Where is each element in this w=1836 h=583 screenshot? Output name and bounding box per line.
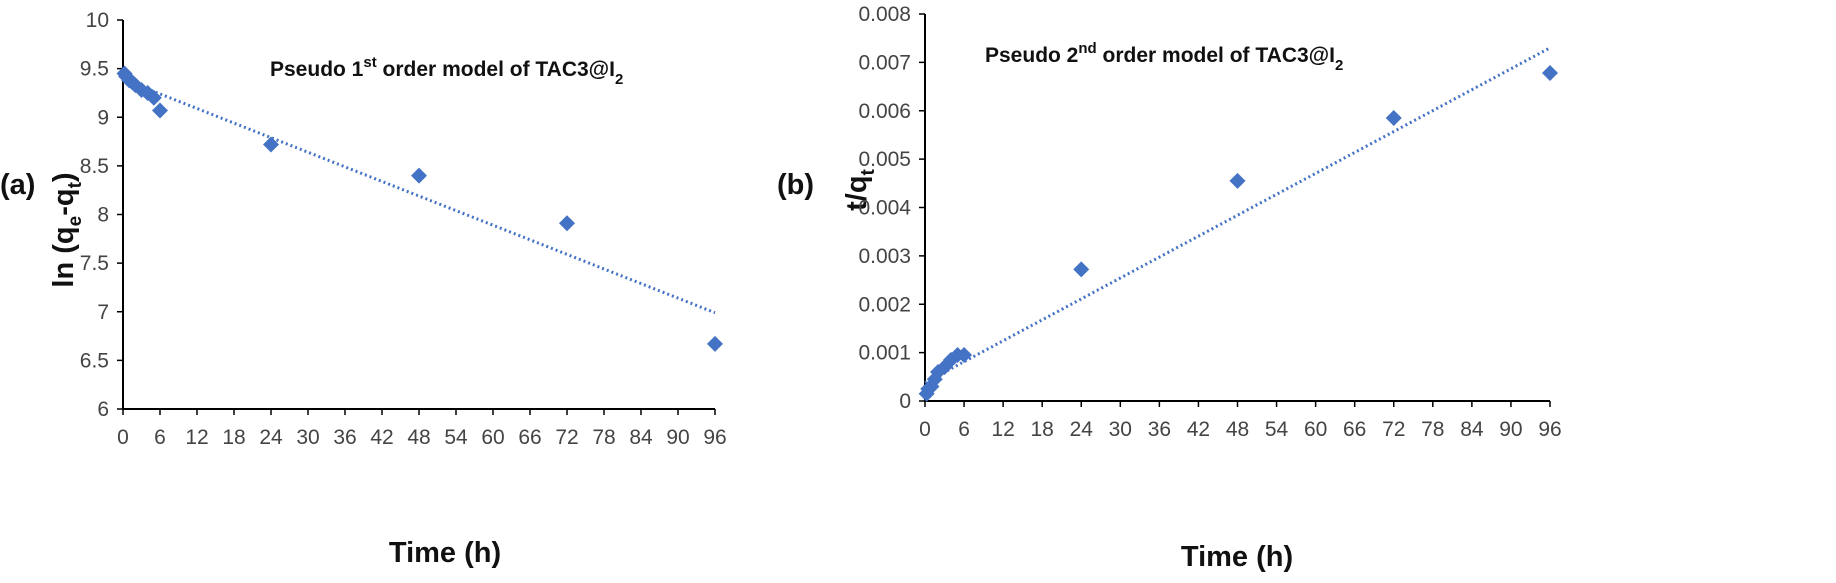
x-tick-label: 66 bbox=[1343, 418, 1366, 441]
y-tick-label: 6 bbox=[97, 398, 109, 421]
data-point-marker bbox=[263, 136, 279, 153]
trendline bbox=[924, 46, 1551, 384]
x-tick-label: 30 bbox=[1109, 418, 1132, 441]
y-axis-title: t/qt bbox=[841, 168, 879, 210]
x-tick-label: 12 bbox=[991, 418, 1014, 441]
data-point-marker bbox=[956, 347, 973, 364]
y-tick-label: 0.002 bbox=[858, 293, 911, 316]
y-tick-label: 0.007 bbox=[858, 51, 911, 74]
panel-label: (b) bbox=[777, 169, 814, 201]
x-tick-label: 96 bbox=[1538, 418, 1561, 441]
x-tick-label: 12 bbox=[185, 426, 208, 449]
x-tick-label: 90 bbox=[666, 426, 689, 449]
x-tick-label: 60 bbox=[481, 426, 504, 449]
x-tick-label: 60 bbox=[1304, 418, 1327, 441]
data-point-marker bbox=[411, 167, 427, 184]
data-point-marker bbox=[145, 89, 162, 106]
x-tick-label: 0 bbox=[117, 426, 129, 449]
data-point-marker bbox=[1229, 172, 1246, 189]
x-tick-label: 36 bbox=[333, 426, 356, 449]
data-point-marker bbox=[1073, 261, 1090, 278]
x-axis-title: Time (h) bbox=[389, 537, 501, 569]
x-tick-label: 84 bbox=[629, 426, 653, 449]
x-tick-label: 18 bbox=[1031, 418, 1054, 441]
x-tick-label: 24 bbox=[1070, 418, 1094, 441]
y-tick-label: 7 bbox=[97, 301, 109, 324]
y-tick-label: 0.003 bbox=[858, 245, 911, 268]
x-tick-label: 66 bbox=[518, 426, 541, 449]
data-point-marker bbox=[152, 102, 168, 119]
y-tick-label: 0.005 bbox=[858, 148, 911, 171]
y-tick-label: 0 bbox=[899, 390, 911, 413]
y-tick-label: 8.5 bbox=[80, 155, 109, 178]
x-tick-label: 6 bbox=[154, 426, 166, 449]
x-tick-label: 84 bbox=[1460, 418, 1484, 441]
x-tick-label: 48 bbox=[407, 426, 430, 449]
chart-title: Pseudo 1st order model of TAC3@I2 bbox=[270, 54, 623, 88]
x-tick-label: 48 bbox=[1226, 418, 1249, 441]
y-tick-label: 0.008 bbox=[858, 3, 911, 26]
data-point-marker bbox=[1385, 110, 1402, 127]
x-tick-label: 54 bbox=[1265, 418, 1289, 441]
x-tick-label: 18 bbox=[222, 426, 245, 449]
x-tick-label: 42 bbox=[370, 426, 393, 449]
x-tick-label: 42 bbox=[1187, 418, 1210, 441]
y-axis-title: ln (qe-qt) bbox=[48, 172, 86, 287]
x-tick-label: 0 bbox=[919, 418, 931, 441]
y-tick-label: 9 bbox=[97, 106, 109, 129]
x-tick-label: 90 bbox=[1499, 418, 1522, 441]
panel-label: (a) bbox=[0, 169, 35, 201]
y-tick-label: 10 bbox=[86, 9, 109, 32]
y-tick-label: 7.5 bbox=[80, 252, 109, 275]
x-tick-label: 72 bbox=[555, 426, 578, 449]
x-tick-label: 24 bbox=[259, 426, 283, 449]
x-tick-label: 78 bbox=[1421, 418, 1444, 441]
y-tick-label: 9.5 bbox=[80, 58, 109, 81]
x-tick-label: 72 bbox=[1382, 418, 1405, 441]
y-tick-label: 6.5 bbox=[80, 349, 109, 372]
x-axis-title: Time (h) bbox=[1181, 541, 1293, 573]
x-tick-label: 30 bbox=[296, 426, 319, 449]
y-tick-label: 8 bbox=[97, 204, 109, 227]
x-tick-label: 54 bbox=[444, 426, 468, 449]
x-tick-label: 78 bbox=[592, 426, 615, 449]
data-point-marker bbox=[707, 335, 723, 352]
y-tick-label: 0.001 bbox=[858, 342, 911, 365]
trendline bbox=[122, 77, 716, 315]
data-point-marker bbox=[559, 215, 575, 232]
data-point-marker bbox=[1542, 65, 1558, 82]
y-tick-label: 0.006 bbox=[858, 100, 911, 123]
y-tick-label: 0.004 bbox=[858, 197, 911, 220]
chart-title: Pseudo 2nd order model of TAC3@I2 bbox=[985, 40, 1343, 74]
x-tick-label: 6 bbox=[958, 418, 970, 441]
x-tick-label: 96 bbox=[703, 426, 726, 449]
chart-panel-b: (b) t/qt Time (h) Pseudo 2nd order model… bbox=[777, 3, 1562, 573]
chart-panel-a: (a) ln (qe-qt) Time (h) Pseudo 1st order… bbox=[0, 9, 727, 569]
x-tick-label: 36 bbox=[1148, 418, 1171, 441]
